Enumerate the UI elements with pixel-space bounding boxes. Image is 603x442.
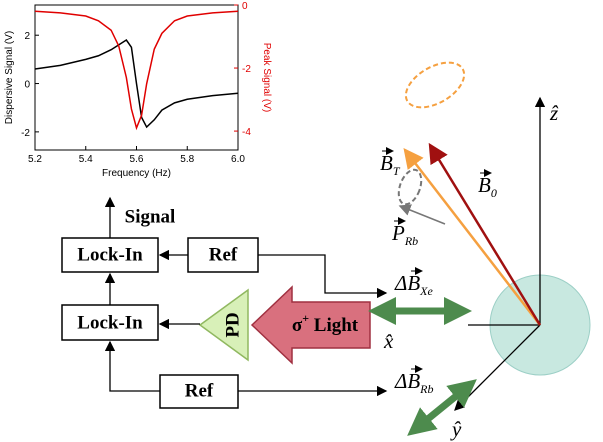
vector-label: Rb <box>404 234 418 248</box>
vector-label: B <box>478 173 491 197</box>
vector-label: ΔB <box>394 271 420 295</box>
y2-tick-label: -4 <box>242 127 251 138</box>
vector-label: B <box>380 151 393 175</box>
y-axis-label: Dispersive Signal (V) <box>4 31 15 124</box>
x-tick-label: 5.4 <box>79 154 93 165</box>
vector-label: B0 <box>478 173 497 200</box>
data-line <box>35 11 238 128</box>
vector-label: ΔBXe <box>394 271 433 298</box>
vector-label: BT <box>380 151 401 178</box>
y-label: ŷ <box>450 417 462 441</box>
x-tick-label: 6.0 <box>231 154 245 165</box>
inset-chart: 5.2 5.4 5.6 5.8 6.0 -2 0 2 -4 -2 0 Frequency (Hz) Di… <box>4 1 272 179</box>
x-tick-label: 5.8 <box>180 154 194 165</box>
y-tick-label: -2 <box>21 128 30 139</box>
diagram: 5.2 5.4 5.6 5.8 6.0 -2 0 2 -4 -2 0 Frequency (Hz) Di… <box>0 0 603 442</box>
detector-label: PD <box>222 312 243 337</box>
vector-label: ΔBRb <box>394 369 434 396</box>
light-label: σ+ Light <box>292 311 359 337</box>
precession-orbit <box>398 53 471 116</box>
x-label: x̂ <box>383 329 394 353</box>
vector-label: ΔB <box>394 369 420 393</box>
y2-tick-label: -2 <box>242 64 251 75</box>
lockin-label: Lock-In <box>77 312 143 333</box>
vector-label: Rb <box>419 382 433 396</box>
vector-label: PRb <box>391 221 418 248</box>
lockin-label: Lock-In <box>77 244 143 265</box>
signal-label: Signal <box>125 206 176 227</box>
ref-label: Ref <box>185 380 214 401</box>
y2-tick-label: 0 <box>242 1 248 12</box>
data-line <box>35 40 238 127</box>
y-tick-label: 0 <box>24 80 30 91</box>
arrow <box>110 342 160 391</box>
y-tick-label: 2 <box>24 31 30 42</box>
vector-b0 <box>430 145 540 325</box>
x-axis-label: Frequency (Hz) <box>102 168 171 179</box>
ref-label: Ref <box>209 244 238 265</box>
vector-label: 0 <box>491 186 497 200</box>
x-tick-label: 5.6 <box>130 154 144 165</box>
vector-bt <box>405 150 540 325</box>
x-tick-label: 5.2 <box>28 154 42 165</box>
vector-prb <box>400 206 445 224</box>
arrow <box>258 255 386 293</box>
light-label: σ <box>292 315 303 336</box>
z-label: ẑ <box>549 101 559 125</box>
vector-label: Xe <box>419 284 433 298</box>
vector-label: T <box>393 164 401 178</box>
vector-label: P <box>391 221 405 245</box>
y2-axis-label: Peak Signal (V) <box>261 43 272 112</box>
light-label: Light <box>309 315 359 336</box>
